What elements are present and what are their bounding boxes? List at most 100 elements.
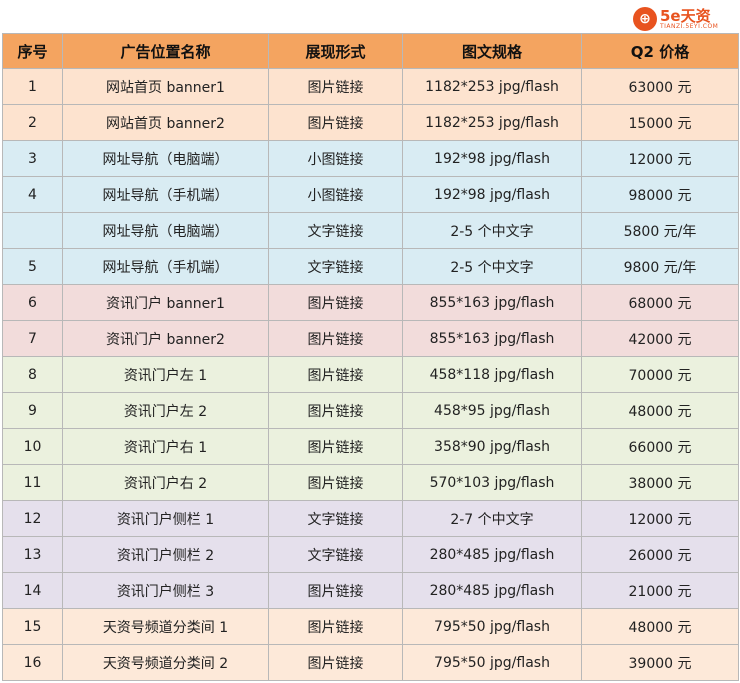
cell-spec: 2-5 个中文字 — [402, 212, 582, 249]
cell-spec: 795*50 jpg/flash — [402, 644, 582, 681]
cell-price: 66000 元 — [581, 428, 739, 465]
table-row: 网址导航（电脑端） 文字链接 2-5 个中文字 5800 元/年 — [2, 212, 739, 249]
cell-form: 文字链接 — [268, 500, 403, 537]
table-header-row: 序号 广告位置名称 展现形式 图文规格 Q2 价格 — [2, 33, 739, 69]
cell-no: 12 — [2, 500, 63, 537]
ad-price-table: 序号 广告位置名称 展现形式 图文规格 Q2 价格 1 网站首页 banner1 图… — [2, 33, 739, 681]
cell-price: 15000 元 — [581, 104, 739, 141]
cell-spec: 855*163 jpg/flash — [402, 320, 582, 357]
cell-name: 网址导航（电脑端） — [62, 212, 269, 249]
cell-spec: 192*98 jpg/flash — [402, 176, 582, 213]
header-form: 展现形式 — [268, 33, 403, 69]
cell-form: 小图链接 — [268, 176, 403, 213]
table-row: 7 资讯门户 banner2 图片链接 855*163 jpg/flash 42000 … — [2, 320, 739, 357]
cell-price: 12000 元 — [581, 500, 739, 537]
cell-name: 网址导航（电脑端） — [62, 140, 269, 177]
cell-spec: 192*98 jpg/flash — [402, 140, 582, 177]
cell-no: 3 — [2, 140, 63, 177]
cell-price: 12000 元 — [581, 140, 739, 177]
cell-price: 9800 元/年 — [581, 248, 739, 285]
cell-price: 63000 元 — [581, 68, 739, 105]
cell-price: 38000 元 — [581, 464, 739, 501]
cell-no: 4 — [2, 176, 63, 213]
table-row: 4 网址导航（手机端） 小图链接 192*98 jpg/flash 98000 元 — [2, 176, 739, 213]
table-row: 2 网站首页 banner2 图片链接 1182*253 jpg/flash 15000… — [2, 104, 739, 141]
cell-spec: 1182*253 jpg/flash — [402, 68, 582, 105]
cell-no: 13 — [2, 536, 63, 573]
table-row: 12 资讯门户侧栏 1 文字链接 2-7 个中文字 12000 元 — [2, 500, 739, 537]
cell-price: 26000 元 — [581, 536, 739, 573]
cell-no: 15 — [2, 608, 63, 645]
cell-form: 图片链接 — [268, 428, 403, 465]
cell-no: 14 — [2, 572, 63, 609]
cell-no: 8 — [2, 356, 63, 393]
cell-spec: 458*118 jpg/flash — [402, 356, 582, 393]
cell-price: 42000 元 — [581, 320, 739, 357]
cell-form: 图片链接 — [268, 572, 403, 609]
cell-spec: 2-7 个中文字 — [402, 500, 582, 537]
logo-icon: ⊕ — [633, 7, 657, 31]
cell-name: 天资号频道分类间 1 — [62, 608, 269, 645]
header-spec: 图文规格 — [402, 33, 582, 69]
cell-form: 图片链接 — [268, 644, 403, 681]
cell-price: 70000 元 — [581, 356, 739, 393]
cell-no: 1 — [2, 68, 63, 105]
cell-form: 图片链接 — [268, 392, 403, 429]
cell-form: 图片链接 — [268, 284, 403, 321]
table-row: 6 资讯门户 banner1 图片链接 855*163 jpg/flash 68000 … — [2, 284, 739, 321]
cell-form: 图片链接 — [268, 320, 403, 357]
table-row: 8 资讯门户左 1 图片链接 458*118 jpg/flash 70000 元 — [2, 356, 739, 393]
cell-name: 网址导航（手机端） — [62, 176, 269, 213]
cell-no: 5 — [2, 248, 63, 285]
cell-spec: 1182*253 jpg/flash — [402, 104, 582, 141]
cell-no — [2, 212, 63, 249]
cell-name: 网站首页 banner1 — [62, 68, 269, 105]
cell-spec: 280*485 jpg/flash — [402, 572, 582, 609]
cell-name: 资讯门户 banner1 — [62, 284, 269, 321]
header-price: Q2 价格 — [581, 33, 739, 69]
cell-spec: 2-5 个中文字 — [402, 248, 582, 285]
table-row: 1 网站首页 banner1 图片链接 1182*253 jpg/flash 63000… — [2, 68, 739, 105]
cell-name: 资讯门户左 1 — [62, 356, 269, 393]
cell-name: 网站首页 banner2 — [62, 104, 269, 141]
cell-no: 6 — [2, 284, 63, 321]
cell-price: 48000 元 — [581, 392, 739, 429]
cell-form: 图片链接 — [268, 608, 403, 645]
table-row: 9 资讯门户左 2 图片链接 458*95 jpg/flash 48000 元 — [2, 392, 739, 429]
cell-form: 小图链接 — [268, 140, 403, 177]
cell-spec: 795*50 jpg/flash — [402, 608, 582, 645]
cell-price: 5800 元/年 — [581, 212, 739, 249]
table-row: 16 天资号频道分类间 2 图片链接 795*50 jpg/flash 39000 元 — [2, 644, 739, 681]
logo-text: 5e天资 TIANZI.5EYI.COM — [660, 8, 719, 30]
logo-sub-text: TIANZI.5EYI.COM — [660, 22, 719, 30]
cell-price: 68000 元 — [581, 284, 739, 321]
header-no: 序号 — [2, 33, 63, 69]
cell-spec: 280*485 jpg/flash — [402, 536, 582, 573]
cell-price: 39000 元 — [581, 644, 739, 681]
cell-no: 10 — [2, 428, 63, 465]
table-row: 15 天资号频道分类间 1 图片链接 795*50 jpg/flash 48000 元 — [2, 608, 739, 645]
cell-spec: 570*103 jpg/flash — [402, 464, 582, 501]
cell-price: 98000 元 — [581, 176, 739, 213]
cell-name: 资讯门户侧栏 1 — [62, 500, 269, 537]
cell-name: 资讯门户侧栏 3 — [62, 572, 269, 609]
cell-no: 9 — [2, 392, 63, 429]
cell-spec: 358*90 jpg/flash — [402, 428, 582, 465]
cell-name: 资讯门户右 2 — [62, 464, 269, 501]
cell-no: 11 — [2, 464, 63, 501]
table-row: 11 资讯门户右 2 图片链接 570*103 jpg/flash 38000 元 — [2, 464, 739, 501]
cell-spec: 458*95 jpg/flash — [402, 392, 582, 429]
table-row: 5 网址导航（手机端） 文字链接 2-5 个中文字 9800 元/年 — [2, 248, 739, 285]
cell-name: 资讯门户侧栏 2 — [62, 536, 269, 573]
cell-name: 资讯门户右 1 — [62, 428, 269, 465]
cell-form: 图片链接 — [268, 464, 403, 501]
cell-spec: 855*163 jpg/flash — [402, 284, 582, 321]
cell-no: 7 — [2, 320, 63, 357]
cell-form: 文字链接 — [268, 536, 403, 573]
cell-name: 资讯门户 banner2 — [62, 320, 269, 357]
cell-form: 图片链接 — [268, 68, 403, 105]
cell-form: 文字链接 — [268, 248, 403, 285]
cell-price: 21000 元 — [581, 572, 739, 609]
header-name: 广告位置名称 — [62, 33, 269, 69]
table-row: 13 资讯门户侧栏 2 文字链接 280*485 jpg/flash 26000 元 — [2, 536, 739, 573]
